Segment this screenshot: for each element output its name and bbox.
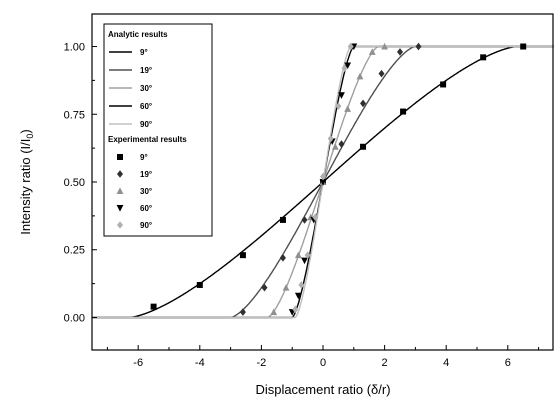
experimental-point-19deg [360, 99, 367, 108]
legend-analytic-label: 90° [140, 120, 152, 129]
y-tick-label: 0.75 [64, 109, 85, 121]
experimental-point-30deg [344, 105, 352, 112]
experimental-point-60deg [344, 62, 352, 70]
y-axis-title-end: ) [18, 129, 33, 133]
legend-analytic-heading: Analytic results [108, 30, 168, 39]
experimental-point-90deg [347, 42, 354, 51]
experimental-point-19deg [338, 140, 345, 148]
x-tick-label: -6 [133, 357, 143, 369]
experimental-point-60deg [294, 292, 302, 300]
y-axis-title: Intensity ratio (I/I0) [18, 129, 35, 234]
experimental-point-9deg [520, 43, 527, 50]
experimental-point-9deg [440, 81, 447, 88]
experimental-point-9deg [239, 252, 246, 259]
legend-analytic-label: 9° [140, 48, 148, 57]
legend-analytic-label: 30° [140, 84, 152, 93]
experimental-point-9deg [150, 303, 157, 310]
legend-marker-9deg [117, 154, 123, 160]
experimental-point-90deg [304, 251, 311, 259]
experimental-point-19deg [261, 283, 268, 292]
experimental-point-90deg [335, 102, 342, 110]
y-axis-title-main: Intensity ratio (I/I [18, 139, 33, 235]
experimental-point-90deg [292, 305, 299, 314]
experimental-point-60deg [301, 257, 308, 265]
legend-experimental-label: 30° [140, 187, 152, 196]
legend-marker-90deg [117, 221, 123, 229]
experimental-markers [150, 42, 527, 316]
experimental-point-90deg [298, 281, 305, 289]
x-tick-label: -2 [257, 357, 267, 369]
legend-experimental-entries: 9° 19° 30° 60° 90° [116, 153, 152, 230]
legend-analytic-label: 60° [140, 102, 152, 111]
experimental-point-9deg [400, 108, 407, 115]
legend-experimental-heading: Experimental results [108, 135, 187, 144]
experimental-point-9deg [279, 216, 286, 223]
legend-experimental-label: 19° [140, 170, 152, 179]
experimental-point-90deg [327, 134, 334, 143]
legend-marker-19deg [117, 170, 123, 178]
experimental-point-9deg [360, 143, 367, 150]
x-tick-label: 6 [505, 357, 511, 369]
experimental-point-30deg [270, 308, 278, 316]
y-tick-label: 0.25 [64, 245, 85, 257]
y-tick-label: 1.00 [64, 42, 85, 54]
experimental-point-19deg [279, 254, 286, 262]
x-axis-title: Displacement ratio (δ/r) [255, 382, 390, 397]
experimental-point-19deg [239, 308, 246, 316]
experimental-point-30deg [381, 42, 388, 50]
legend-experimental-label: 90° [140, 221, 152, 230]
y-tick-label: 0.00 [64, 312, 85, 324]
legend-analytic-label: 19° [140, 66, 152, 75]
experimental-point-60deg [338, 92, 345, 99]
experimental-point-9deg [196, 281, 203, 288]
y-axis-title-subscript: 0 [25, 134, 35, 139]
x-axis-ticks: -6 -4 -2 0 2 4 6 [106, 345, 540, 369]
experimental-point-19deg [378, 69, 385, 78]
legend-marker-30deg [116, 187, 124, 194]
x-tick-label: 4 [443, 357, 449, 369]
experimental-point-90deg [320, 172, 326, 181]
x-tick-label: -4 [195, 357, 205, 369]
experimental-point-30deg [282, 284, 290, 291]
legend-analytic-entries: 9° 19° 30° 60° 90° [109, 48, 152, 129]
y-tick-label: 0.50 [64, 177, 85, 189]
y-axis-ticks: 0.00 0.25 0.50 0.75 1.00 [64, 42, 97, 324]
experimental-point-30deg [294, 251, 302, 259]
x-tick-label: 0 [320, 357, 326, 369]
legend-box [103, 23, 213, 237]
experimental-point-90deg [341, 64, 348, 72]
legend-marker-60deg [116, 205, 124, 212]
experimental-point-90deg [312, 213, 319, 222]
experimental-point-30deg [356, 72, 364, 80]
experimental-point-60deg [319, 179, 327, 186]
x-tick-label: 2 [382, 357, 388, 369]
experimental-point-30deg [331, 143, 339, 150]
experimental-point-19deg [301, 216, 308, 224]
legend-experimental-label: 9° [140, 153, 148, 162]
experimental-point-9deg [480, 54, 487, 61]
legend: Analytic results 9° 19° 30° 60° 90° Experime… [103, 23, 213, 237]
experimental-point-19deg [415, 42, 422, 51]
experimental-point-19deg [397, 48, 403, 56]
experimental-point-30deg [368, 48, 376, 55]
legend-experimental-label: 60° [140, 204, 152, 213]
